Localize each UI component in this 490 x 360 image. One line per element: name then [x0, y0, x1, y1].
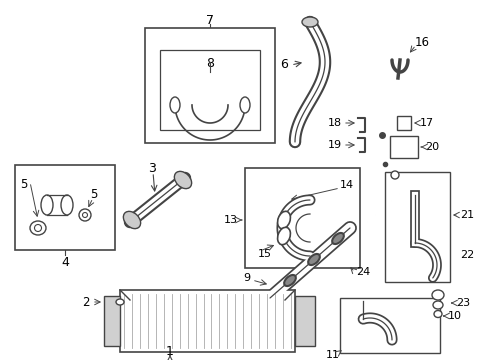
Ellipse shape	[391, 171, 399, 179]
Ellipse shape	[123, 211, 141, 229]
Text: 9: 9	[243, 273, 250, 283]
Ellipse shape	[82, 212, 88, 217]
Text: 6: 6	[280, 58, 288, 72]
Ellipse shape	[433, 301, 443, 309]
Text: 8: 8	[206, 57, 214, 70]
Text: 22: 22	[460, 250, 474, 260]
Bar	[397, 116, 411, 130]
Ellipse shape	[170, 97, 180, 113]
Text: 18: 18	[328, 118, 342, 128]
Ellipse shape	[308, 254, 320, 265]
Bar	[120, 290, 295, 352]
Bar	[104, 296, 120, 346]
Text: 17: 17	[420, 118, 434, 128]
Ellipse shape	[79, 209, 91, 221]
Text: 21: 21	[460, 210, 474, 220]
Text: 23: 23	[456, 298, 470, 308]
Text: 4: 4	[61, 256, 69, 269]
Ellipse shape	[432, 290, 444, 300]
Bar	[385, 172, 450, 282]
Ellipse shape	[34, 225, 42, 231]
Text: 3: 3	[148, 162, 156, 175]
Text: 2: 2	[82, 296, 90, 309]
Text: 13: 13	[224, 215, 238, 225]
Bar	[295, 296, 315, 346]
Bar	[390, 136, 418, 158]
Text: 15: 15	[258, 249, 272, 259]
Ellipse shape	[116, 299, 124, 305]
Text: 11: 11	[326, 350, 340, 360]
Bar	[145, 28, 275, 143]
Ellipse shape	[277, 227, 291, 245]
Text: 14: 14	[340, 180, 354, 190]
Ellipse shape	[302, 17, 318, 27]
Bar	[340, 298, 440, 353]
Ellipse shape	[30, 221, 46, 235]
Ellipse shape	[434, 310, 442, 318]
Ellipse shape	[41, 195, 53, 215]
Ellipse shape	[174, 171, 192, 189]
Text: 16: 16	[415, 36, 430, 49]
Ellipse shape	[240, 97, 250, 113]
Text: 12: 12	[236, 300, 250, 310]
Text: 20: 20	[425, 142, 439, 152]
Text: 19: 19	[328, 140, 342, 150]
Text: 5: 5	[90, 189, 98, 202]
Bar	[160, 50, 260, 130]
Bar	[245, 168, 360, 268]
Text: 5: 5	[20, 178, 27, 191]
Ellipse shape	[332, 233, 344, 244]
Text: 24: 24	[356, 267, 370, 277]
Bar	[15, 165, 115, 250]
Text: 1: 1	[166, 345, 174, 358]
Text: 10: 10	[448, 311, 462, 321]
Ellipse shape	[284, 275, 296, 286]
Ellipse shape	[61, 195, 73, 215]
Ellipse shape	[277, 211, 291, 229]
Text: 7: 7	[206, 13, 214, 27]
